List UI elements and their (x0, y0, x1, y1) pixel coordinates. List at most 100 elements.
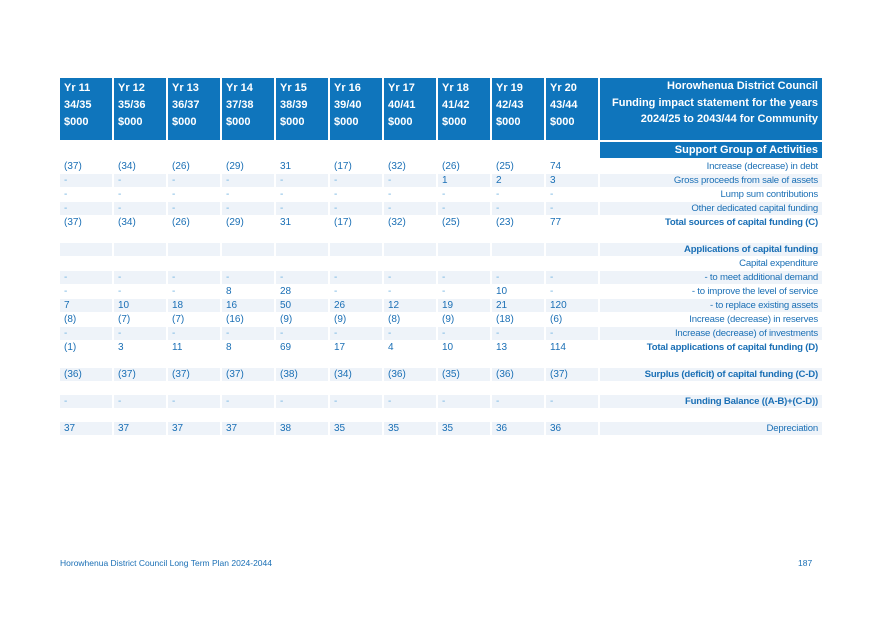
value-cell: - (546, 202, 598, 215)
value-cell: 19 (438, 299, 490, 312)
table-row: - - - - - - - - - - Funding Balance ((A-B)+(C-D)) (60, 395, 822, 408)
year-header-period: 41/42 (442, 99, 470, 111)
table-row: - - - - - - - - - - Increase (decrease) of investm… (60, 327, 822, 340)
value-cell: 35 (438, 422, 490, 435)
year-header-yr: Yr 20 (550, 82, 577, 94)
year-header-period: 43/44 (550, 99, 578, 111)
year-header-period: 42/43 (496, 99, 524, 111)
value-cell: 37 (60, 422, 112, 435)
statement-title-line-3: 2024/25 to 2043/44 for Community (640, 113, 818, 125)
value-cell: - (384, 271, 436, 284)
table-row: 37 37 37 37 38 35 35 35 36 36 Depreciation (60, 422, 822, 435)
value-cell: 10 (114, 299, 166, 312)
value-cell: - (334, 189, 338, 200)
year-header-period: 36/37 (172, 99, 200, 111)
value-cell: - (442, 189, 446, 200)
table-row: - - - - - - - - - - Lump sum contributions (60, 188, 822, 201)
value-cell: - (276, 202, 328, 215)
value-cell: 3 (546, 174, 598, 187)
value-cell: 38 (276, 422, 328, 435)
year-header-period: 39/40 (334, 99, 362, 111)
value-cell: - (496, 189, 500, 200)
value-cell: - (60, 271, 112, 284)
value-cell: (35) (438, 368, 490, 381)
value-cell: (37) (64, 217, 82, 228)
value-cell: (9) (334, 314, 347, 325)
value-cell: - (276, 395, 328, 408)
value-cell (222, 243, 274, 256)
spacer-row (60, 230, 822, 243)
year-header-unit: $000 (280, 116, 305, 128)
row-label: Lump sum contributions (720, 189, 819, 200)
year-header-2: Yr 12 35/36 $000 (114, 78, 166, 140)
value-cell: 69 (280, 342, 292, 353)
value-cell (330, 243, 382, 256)
value-cell: (37) (64, 161, 82, 172)
value-cell (492, 243, 544, 256)
value-cell: - (168, 395, 220, 408)
value-cell: - (60, 174, 112, 187)
row-label: Total sources of capital funding (C) (664, 217, 818, 228)
value-cell: 8 (226, 342, 232, 353)
value-cell: (23) (496, 217, 514, 228)
value-cell: - (492, 395, 544, 408)
value-cell: - (384, 174, 436, 187)
value-cell (384, 257, 436, 270)
value-cell: 114 (550, 342, 566, 353)
year-header-period: 35/36 (118, 99, 146, 111)
value-cell: (7) (172, 314, 185, 325)
value-cell: (34) (118, 161, 136, 172)
row-label: - to improve the level of service (691, 286, 818, 297)
value-cell: (9) (442, 314, 455, 325)
row-label: Other dedicated capital funding (600, 202, 822, 215)
table-row: (37) (34) (26) (29) 31 (17) (32) (25) (23) 77 Tota… (60, 216, 822, 229)
value-cell: (16) (226, 314, 244, 325)
row-label: Funding Balance ((A-B)+(C-D)) (600, 395, 822, 408)
value-cell: - (222, 174, 274, 187)
value-cell: (18) (496, 314, 514, 325)
value-cell: - (118, 189, 122, 200)
value-cell: - (222, 271, 274, 284)
value-cell (276, 243, 328, 256)
page-number: 187 (798, 558, 813, 568)
value-cell: - (334, 286, 338, 297)
year-header-5: Yr 15 38/39 $000 (276, 78, 328, 140)
value-cell: (1) (64, 342, 77, 353)
value-cell: 2 (492, 174, 544, 187)
value-cell: - (384, 327, 436, 340)
year-header-unit: $000 (226, 116, 251, 128)
year-header-period: 38/39 (280, 99, 308, 111)
value-cell: (6) (550, 314, 563, 325)
statement-title: Horowhenua District Council Funding impac… (600, 78, 822, 140)
row-label: Increase (decrease) in debt (706, 161, 819, 172)
value-cell: 10 (496, 286, 508, 297)
value-cell: (34) (118, 217, 136, 228)
table-row: - - - 8 28 - - - 10 - - to improve the level of se… (60, 285, 822, 298)
value-cell (438, 257, 490, 270)
value-cell: (7) (118, 314, 131, 325)
value-cell: 31 (280, 217, 292, 228)
row-label: Depreciation (600, 422, 822, 435)
value-cell: (37) (114, 368, 166, 381)
table-row: 7 10 18 16 50 26 12 19 21 120- to replace existin… (60, 299, 822, 312)
value-cell: - (388, 189, 392, 200)
value-cell: - (60, 327, 112, 340)
header-spacer (60, 142, 598, 158)
value-cell: (37) (168, 368, 220, 381)
year-header-period: 40/41 (388, 99, 416, 111)
value-cell: - (168, 271, 220, 284)
year-header-unit: $000 (496, 116, 521, 128)
value-cell (60, 257, 112, 270)
value-cell: 36 (546, 422, 598, 435)
value-cell: - (276, 327, 328, 340)
value-cell: 4 (388, 342, 394, 353)
value-cell: (29) (226, 161, 244, 172)
table-row: (37) (34) (26) (29) 31 (17) (32) (26) (25) 74 Incr… (60, 160, 822, 173)
spacer-row (60, 382, 822, 395)
value-cell: 35 (330, 422, 382, 435)
value-cell: - (546, 271, 598, 284)
row-label: Capital expenditure (739, 258, 818, 269)
value-cell: - (114, 202, 166, 215)
value-cell (114, 257, 166, 270)
year-header-yr: Yr 17 (388, 82, 415, 94)
